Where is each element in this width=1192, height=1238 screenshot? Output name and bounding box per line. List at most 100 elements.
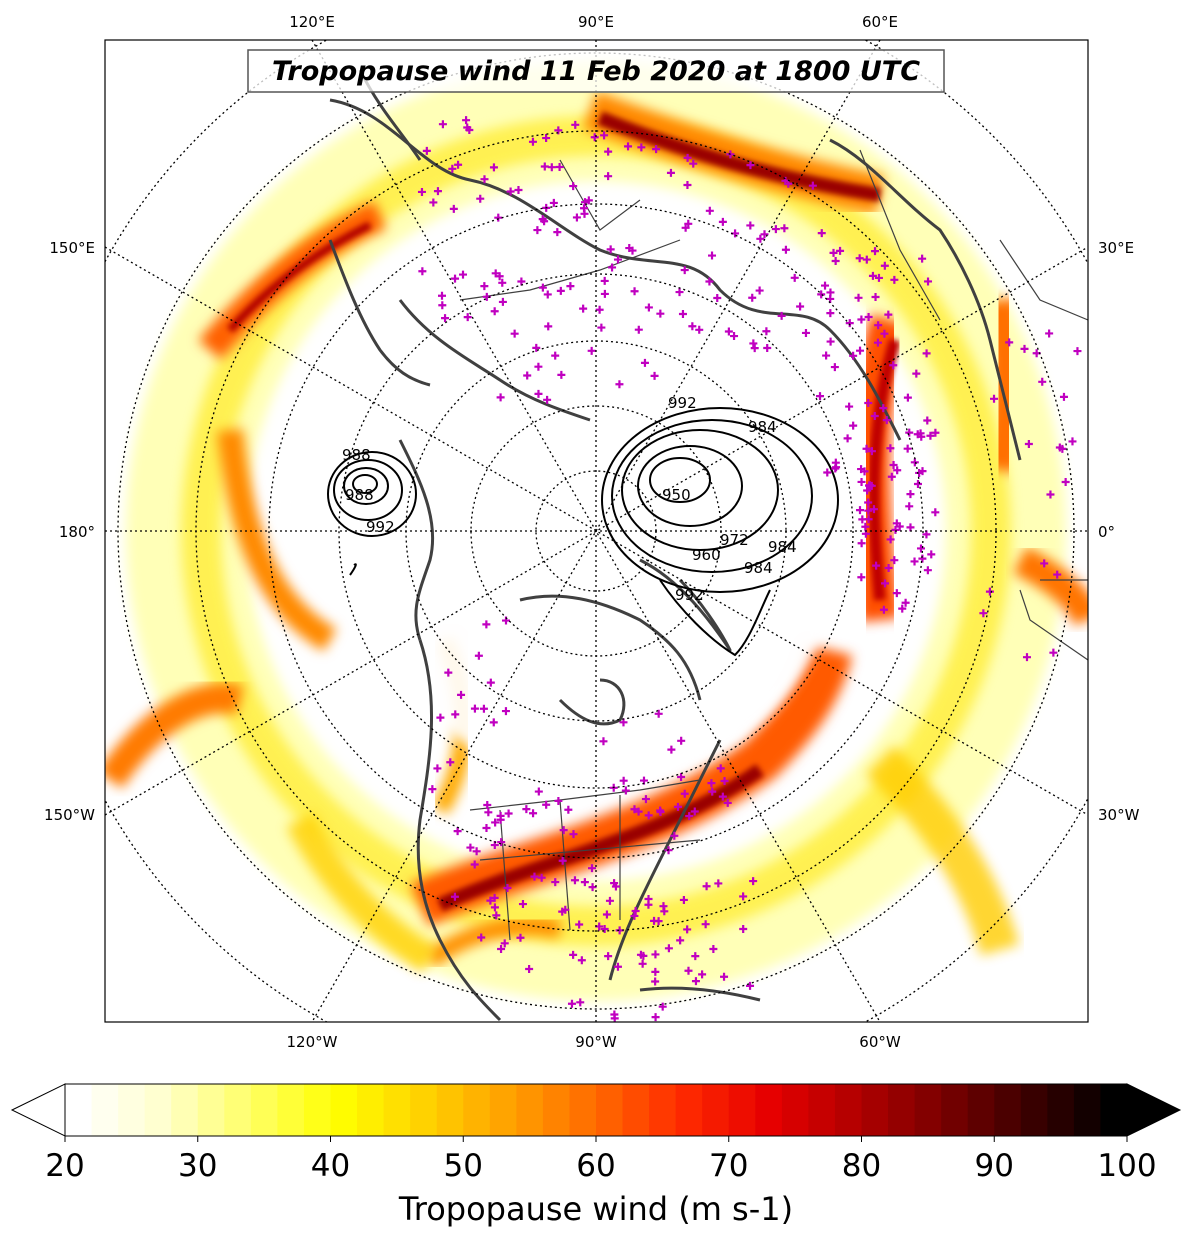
jet-streak-far-east-2: [1013, 546, 1088, 627]
station-marker: [463, 313, 472, 322]
station-marker: [417, 187, 426, 196]
station-marker: [554, 796, 563, 805]
station-marker: [865, 481, 874, 490]
station-marker: [691, 952, 700, 961]
colorbar-cell: [410, 1084, 438, 1136]
station-marker: [457, 690, 466, 699]
station-marker: [429, 198, 438, 207]
station-marker: [530, 872, 539, 881]
contour-label: 972: [720, 531, 749, 549]
station-marker: [708, 787, 717, 796]
station-marker: [651, 1013, 660, 1022]
station-marker: [723, 798, 732, 807]
station-marker: [595, 305, 604, 314]
station-marker: [871, 292, 880, 301]
contour-low-pacific-4: [327, 451, 417, 537]
contour-low-atlantic-4: [611, 419, 813, 573]
border-us-states-3: [559, 799, 571, 931]
colorbar-cell: [1047, 1084, 1075, 1136]
station-marker: [673, 802, 682, 811]
station-marker: [892, 589, 901, 598]
station-marker: [516, 933, 525, 942]
station-marker: [845, 402, 854, 411]
station-marker: [918, 254, 927, 263]
meridian-line: [105, 246, 1088, 816]
station-marker: [678, 309, 687, 318]
colorbar-cell: [463, 1084, 491, 1136]
station-marker: [451, 710, 460, 719]
station-marker: [829, 248, 838, 257]
station-marker: [1053, 570, 1062, 579]
station-marker: [1020, 344, 1029, 353]
station-marker: [448, 164, 457, 173]
station-marker: [716, 764, 725, 773]
station-marker: [600, 925, 609, 934]
station-marker: [860, 467, 869, 476]
station-marker: [630, 287, 639, 296]
coastline-greenland: [639, 558, 732, 652]
station-marker: [577, 956, 586, 965]
station-marker: [418, 267, 427, 276]
station-marker: [864, 498, 873, 507]
station-marker: [484, 808, 493, 817]
station-marker: [784, 179, 793, 188]
station-marker: [713, 293, 722, 302]
station-marker: [873, 338, 882, 347]
station-marker: [446, 758, 455, 767]
station-marker: [858, 515, 867, 524]
station-marker: [843, 434, 852, 443]
station-marker: [650, 916, 659, 925]
station-marker: [556, 286, 565, 295]
station-marker: [490, 903, 499, 912]
colorbar-cell: [303, 1084, 332, 1136]
lon-label-left: 150°W: [44, 806, 95, 824]
station-marker: [483, 800, 492, 809]
station-marker: [1022, 653, 1031, 662]
station-marker: [889, 460, 898, 469]
station-marker: [830, 363, 839, 372]
coastline-canada-arctic: [519, 594, 702, 701]
station-marker: [551, 878, 560, 887]
station-marker: [490, 893, 499, 902]
station-marker: [557, 370, 566, 379]
station-marker: [916, 544, 925, 553]
station-marker: [650, 371, 659, 380]
colorbar-cell: [118, 1084, 146, 1136]
station-marker: [437, 291, 446, 300]
meridian-line: [311, 40, 881, 1022]
station-marker: [890, 556, 899, 565]
station-marker: [684, 966, 693, 975]
colorbar-tick-label: 50: [444, 1148, 483, 1184]
colorbar-cell: [436, 1084, 464, 1136]
station-marker: [849, 351, 858, 360]
station-marker: [880, 329, 889, 338]
station-marker: [889, 361, 898, 370]
station-marker: [780, 224, 789, 233]
station-marker: [666, 168, 675, 177]
station-marker: [855, 254, 864, 263]
colorbar-cell: [808, 1084, 836, 1136]
station-marker: [656, 806, 665, 815]
station-marker: [826, 309, 835, 318]
station-marker: [913, 479, 922, 488]
station-marker: [1045, 329, 1054, 338]
station-marker: [472, 847, 481, 856]
station-marker: [480, 282, 489, 291]
station-marker: [817, 290, 826, 299]
station-marker: [433, 187, 442, 196]
station-marker: [459, 270, 468, 279]
station-marker: [871, 247, 880, 256]
station-marker: [760, 230, 769, 239]
station-marker: [613, 962, 622, 971]
station-marker: [600, 131, 609, 140]
station-marker: [1024, 439, 1033, 448]
map-frame: [104, 39, 1089, 1023]
coastlines: [328, 69, 1022, 1022]
station-marker: [886, 535, 895, 544]
lon-label-right: 0°: [1098, 523, 1115, 541]
station-marker: [438, 301, 447, 310]
station-marker: [879, 605, 888, 614]
station-marker: [572, 213, 581, 222]
station-marker: [856, 506, 865, 515]
